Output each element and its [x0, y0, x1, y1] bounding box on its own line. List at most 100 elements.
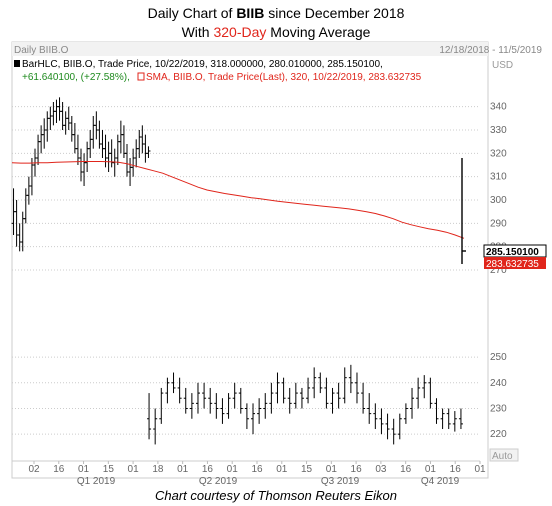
lower-bar	[330, 387, 335, 414]
lower-bar	[153, 408, 158, 445]
price-tick-label: 340	[490, 102, 507, 113]
chart-caption: Chart courtesy of Thomson Reuters Eikon	[154, 488, 398, 503]
lower-bar	[428, 377, 433, 409]
x-tick-label: 16	[400, 464, 412, 475]
lower-bar	[195, 382, 200, 414]
lower-bar	[214, 393, 219, 419]
lower-bar	[238, 387, 243, 414]
lower-bar	[312, 367, 317, 399]
chart-legend: BarHLC, BIIB.O, Trade Price, 10/22/2019,…	[14, 59, 422, 83]
lower-bar	[458, 408, 463, 430]
lower-bar	[269, 382, 274, 414]
sma-value-label: 283.632735	[486, 259, 539, 270]
legend-bar: BarHLC, BIIB.O, Trade Price, 10/22/2019,…	[22, 59, 383, 70]
lower-bar	[257, 398, 262, 424]
lower-bar	[434, 398, 439, 424]
lower-bar	[232, 382, 237, 409]
lower-bar	[336, 382, 341, 409]
lower-bar	[416, 377, 421, 409]
x-tick-label: 16	[202, 464, 214, 475]
lower-bar	[147, 393, 152, 440]
x-tick-label: 01	[177, 464, 189, 475]
lower-bar	[348, 364, 353, 394]
lower-bar	[202, 382, 207, 409]
lower-bar	[318, 372, 323, 394]
lower-bar	[446, 408, 451, 430]
lower-bar	[171, 372, 176, 394]
lower-bar	[287, 387, 292, 414]
lower-bar	[165, 377, 170, 404]
sma-legend-swatch	[137, 72, 145, 81]
ticker-symbol: BIIB	[236, 5, 265, 21]
sma-320-line	[11, 161, 465, 239]
chart-title: Daily Chart of BIIB since December 2018	[147, 5, 405, 21]
x-tick-label: 01	[128, 464, 140, 475]
last-price-label: 285.150100	[486, 247, 539, 258]
lower-tick-label: 220	[490, 429, 507, 440]
x-period-label: Q3 2019	[321, 476, 360, 487]
lower-bar	[324, 377, 329, 409]
x-period-label: Q2 2019	[199, 476, 238, 487]
x-tick-label: 01	[474, 464, 486, 475]
x-tick-label: 02	[28, 464, 40, 475]
x-tick-label: 16	[251, 464, 263, 475]
lower-bar	[220, 398, 225, 424]
x-tick-label: 01	[78, 464, 90, 475]
chart-subtitle: With 320-Day Moving Average	[181, 24, 371, 40]
legend-sma: SMA, BIIB.O, Trade Price(Last), 320, 10/…	[146, 72, 422, 83]
x-tick-label: 03	[375, 464, 387, 475]
lower-bar	[385, 413, 390, 440]
x-tick-label: 16	[450, 464, 462, 475]
x-tick-label: 16	[53, 464, 65, 475]
x-tick-label: 01	[276, 464, 288, 475]
price-tick-label: 320	[490, 148, 507, 159]
lower-bar	[422, 375, 427, 399]
x-tick-label: 01	[425, 464, 437, 475]
lower-bar	[251, 403, 256, 435]
lower-bar	[440, 408, 445, 430]
lower-bar	[208, 387, 213, 414]
lower-bar	[410, 387, 415, 419]
x-tick-label: 16	[351, 464, 363, 475]
lower-bar	[183, 387, 188, 414]
x-period-label: Q1 2019	[77, 476, 116, 487]
x-tick-label: 15	[301, 464, 313, 475]
lower-bar	[263, 393, 268, 419]
chart-title-block: Daily Chart of BIIB since December 2018 …	[0, 4, 552, 42]
lower-tick-label: 250	[490, 352, 507, 363]
x-tick-label: 01	[227, 464, 239, 475]
lower-bar	[391, 418, 396, 445]
panel-label: Daily BIIB.O	[14, 45, 69, 56]
x-period-label: Q4 2019	[421, 476, 460, 487]
price-tick-label: 270	[490, 265, 507, 276]
lower-bar	[226, 393, 231, 419]
date-range-label: 12/18/2018 - 11/5/2019	[439, 45, 542, 56]
auto-scale-button[interactable]	[489, 448, 519, 462]
lower-tick-label: 240	[490, 378, 507, 389]
lower-bar	[281, 377, 286, 404]
price-tick-label: 300	[490, 195, 507, 206]
price-tick-label: 290	[490, 218, 507, 229]
x-tick-label: 18	[152, 464, 164, 475]
x-tick-label: 15	[103, 464, 115, 475]
moving-average-period: 320-Day	[213, 24, 267, 40]
price-bar	[146, 146, 151, 158]
chart-frame	[11, 41, 489, 479]
lower-bar	[306, 377, 311, 404]
lower-bar	[293, 382, 298, 409]
lower-bar	[342, 367, 347, 404]
lower-bar	[244, 403, 249, 430]
lower-bar	[177, 377, 182, 404]
bar-legend-swatch	[14, 60, 20, 67]
lower-bar	[275, 372, 280, 404]
lower-bar	[361, 382, 366, 414]
currency-label: USD	[492, 60, 513, 71]
lower-bar	[373, 403, 378, 430]
lower-bar	[159, 387, 164, 424]
panel-header-bar	[12, 42, 488, 56]
lower-bar	[299, 387, 304, 409]
legend-change: +61.640100, (+27.58%),	[22, 72, 130, 83]
lower-bar	[379, 408, 384, 435]
price-tick-label: 310	[490, 172, 507, 183]
